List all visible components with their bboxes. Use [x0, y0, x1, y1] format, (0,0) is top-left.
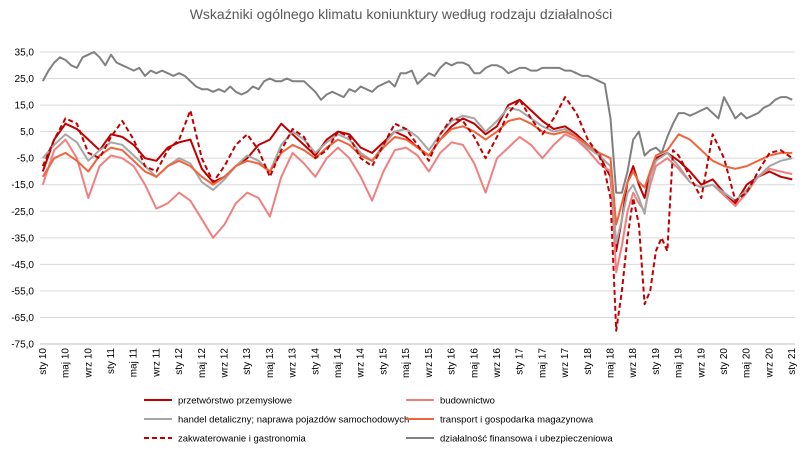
x-tick-label: maj 15: [401, 348, 412, 378]
y-tick-label: -25,0: [11, 207, 34, 218]
y-tick-label: -15,0: [11, 180, 34, 191]
x-tick-label: sty 20: [719, 348, 730, 375]
x-tick-label: sty 11: [106, 348, 117, 374]
legend-label: transport i gospodarka magazynowa: [440, 415, 594, 426]
x-tick-label: wrz 11: [151, 348, 162, 378]
x-tick-label: wrz 18: [628, 348, 639, 379]
x-tick-label: maj 11: [129, 348, 140, 378]
y-tick-label: -55,0: [11, 286, 34, 297]
series-lines: [41, 51, 793, 332]
x-tick-label: sty 10: [38, 348, 49, 375]
x-tick-label: sty 14: [310, 348, 321, 375]
legend-label: działalność finansowa i ubezpieczeniowa: [440, 434, 613, 445]
series-line-4: [41, 117, 793, 226]
x-tick-label: maj 19: [674, 348, 685, 378]
x-axis-ticks: sty 10 maj 10 wrz 10 sty 11 maj 11 wrz 11 sty …: [38, 348, 798, 379]
x-tick-label: maj 13: [265, 348, 276, 378]
x-tick-label: sty 17: [515, 348, 526, 375]
x-tick-label: wrz 20: [764, 348, 775, 379]
x-tick-label: wrz 19: [696, 348, 707, 379]
legend: przetwórstwo przemysłowe budownictwo hande…: [144, 396, 613, 445]
y-tick-label: 15,0: [15, 101, 35, 112]
x-tick-label: wrz 10: [83, 348, 94, 379]
x-tick-label: maj 12: [197, 348, 208, 378]
grid-lines: [40, 51, 795, 318]
legend-label: budownictwo: [440, 396, 495, 407]
x-tick-label: sty 15: [378, 348, 389, 375]
x-tick-label: maj 14: [333, 348, 344, 378]
series-line-5: [41, 96, 793, 332]
x-tick-label: sty 21: [787, 348, 798, 375]
legend-label: handel detaliczny; naprawa pojazdów samo…: [178, 415, 409, 426]
x-tick-label: wrz 15: [424, 348, 435, 379]
x-tick-label: maj 10: [61, 348, 72, 378]
x-tick-label: maj 16: [469, 348, 480, 378]
x-tick-label: sty 12: [174, 348, 185, 375]
y-tick-label: 25,0: [15, 74, 35, 85]
y-tick-label: -65,0: [11, 313, 34, 324]
y-tick-label: 35,0: [15, 48, 35, 59]
x-tick-label: wrz 12: [219, 348, 230, 379]
y-axis-ticks: 35,0 25,0 15,0 5,0 -5,0 -15,0 -25,0 -35,0 -45,0 -…: [11, 48, 34, 351]
x-tick-label: sty 19: [651, 348, 662, 375]
series-line-6: [41, 51, 793, 194]
chart-title: Wskaźniki ogólnego klimatu koniunktury w…: [190, 6, 613, 22]
x-tick-label: sty 18: [583, 348, 594, 375]
y-tick-label: -75,0: [11, 340, 34, 351]
y-tick-label: -45,0: [11, 260, 34, 271]
x-tick-label: wrz 13: [288, 348, 299, 379]
x-tick-label: maj 20: [742, 348, 753, 378]
x-tick-label: maj 18: [606, 348, 617, 378]
x-tick-label: wrz 16: [492, 348, 503, 379]
y-tick-label: -35,0: [11, 233, 34, 244]
legend-label: zakwaterowanie i gastronomia: [178, 434, 307, 445]
x-tick-label: wrz 14: [356, 348, 367, 379]
x-tick-label: wrz 17: [560, 348, 571, 379]
x-tick-label: maj 17: [537, 348, 548, 378]
y-tick-label: -5,0: [17, 154, 35, 165]
x-tick-label: sty 16: [447, 348, 458, 375]
series-line-2: [41, 133, 793, 274]
x-tick-label: sty 13: [242, 348, 253, 375]
y-tick-label: 5,0: [20, 127, 34, 138]
legend-label: przetwórstwo przemysłowe: [178, 396, 292, 407]
